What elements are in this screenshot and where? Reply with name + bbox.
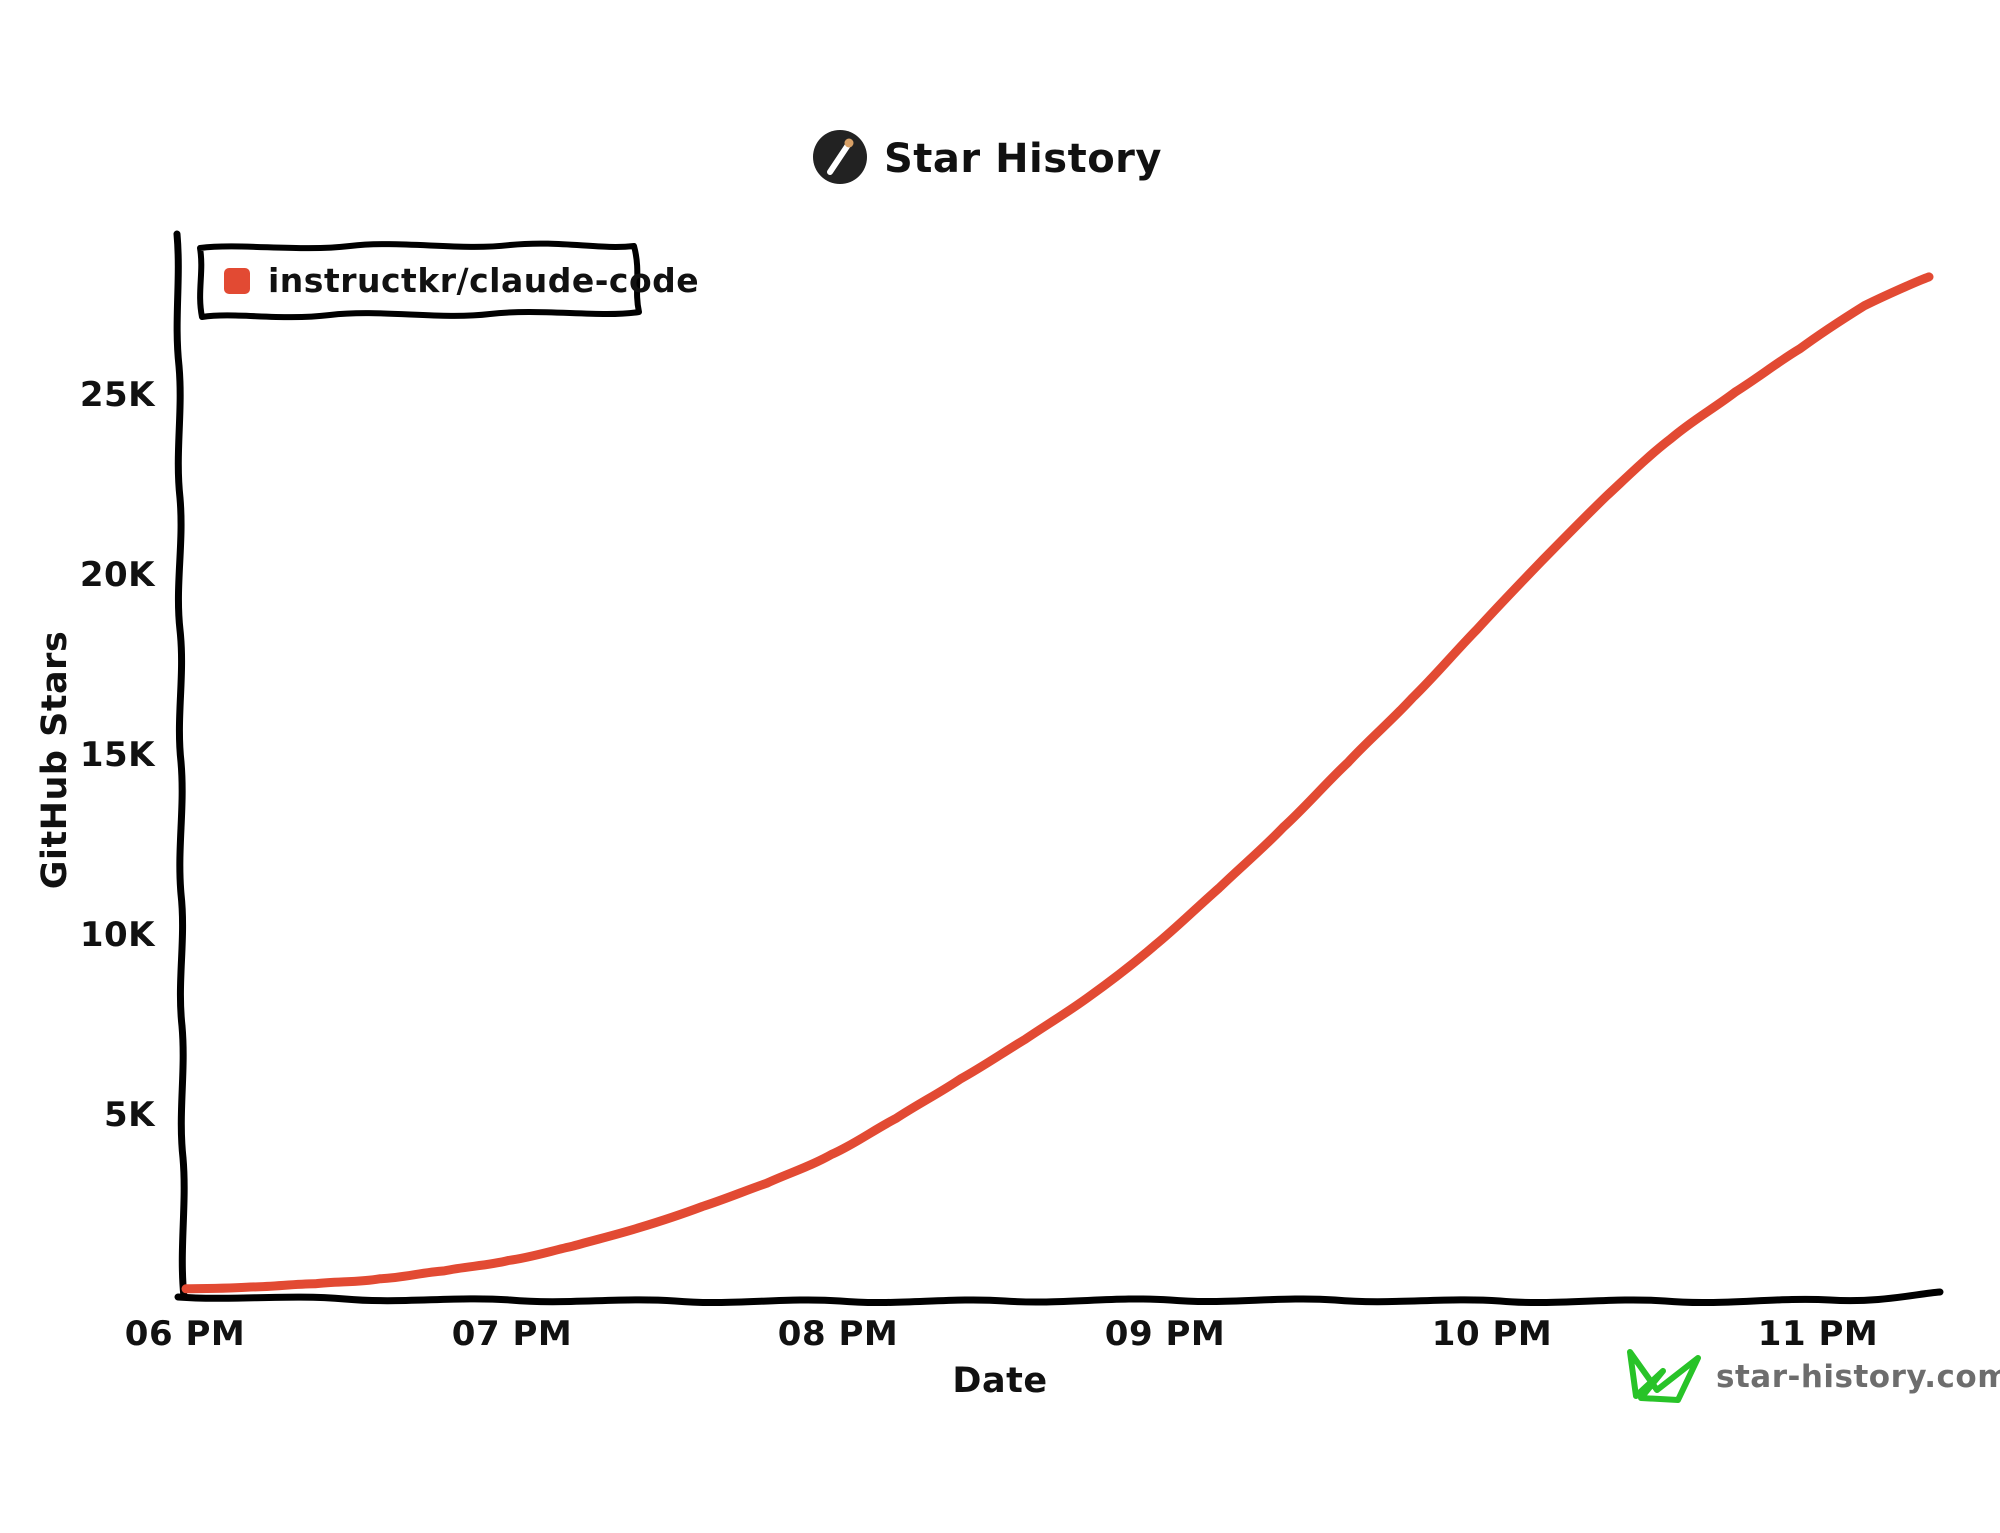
- y-tick-label-10k: 10K: [80, 915, 156, 955]
- green-star-icon: [1627, 1349, 1701, 1403]
- x-tick-label-09pm: 09 PM: [1105, 1314, 1225, 1354]
- x-tick-label-06pm: 06 PM: [125, 1314, 245, 1354]
- x-axis-line: [174, 1288, 1944, 1307]
- y-tick-label-15k: 15K: [80, 735, 156, 775]
- legend-label-instructkr-claude-code: instructkr/claude-code: [268, 261, 699, 300]
- y-tick-label-5k: 5K: [104, 1095, 156, 1135]
- x-tick-label-07pm: 07 PM: [452, 1314, 572, 1354]
- x-tick-label-10pm: 10 PM: [1432, 1314, 1552, 1354]
- legend-box: [197, 240, 642, 321]
- legend-color-swatch-instructkr-claude-code: [224, 268, 250, 294]
- x-axis-title: Date: [952, 1361, 1047, 1401]
- page-title: Star History: [884, 136, 1162, 182]
- y-tick-label-25k: 25K: [80, 375, 156, 415]
- y-axis-line: [173, 230, 188, 1301]
- y-tick-label-20k: 20K: [80, 555, 156, 595]
- x-tick-label-08pm: 08 PM: [778, 1314, 898, 1354]
- magic-wand-circle-icon: [813, 130, 867, 184]
- x-tick-label-11pm: 11 PM: [1758, 1314, 1878, 1354]
- watermark-label: star-history.com: [1716, 1359, 2000, 1395]
- y-axis-title: GitHub Stars: [35, 631, 75, 890]
- series-line-instructkr-claude-code: [181, 272, 1934, 1294]
